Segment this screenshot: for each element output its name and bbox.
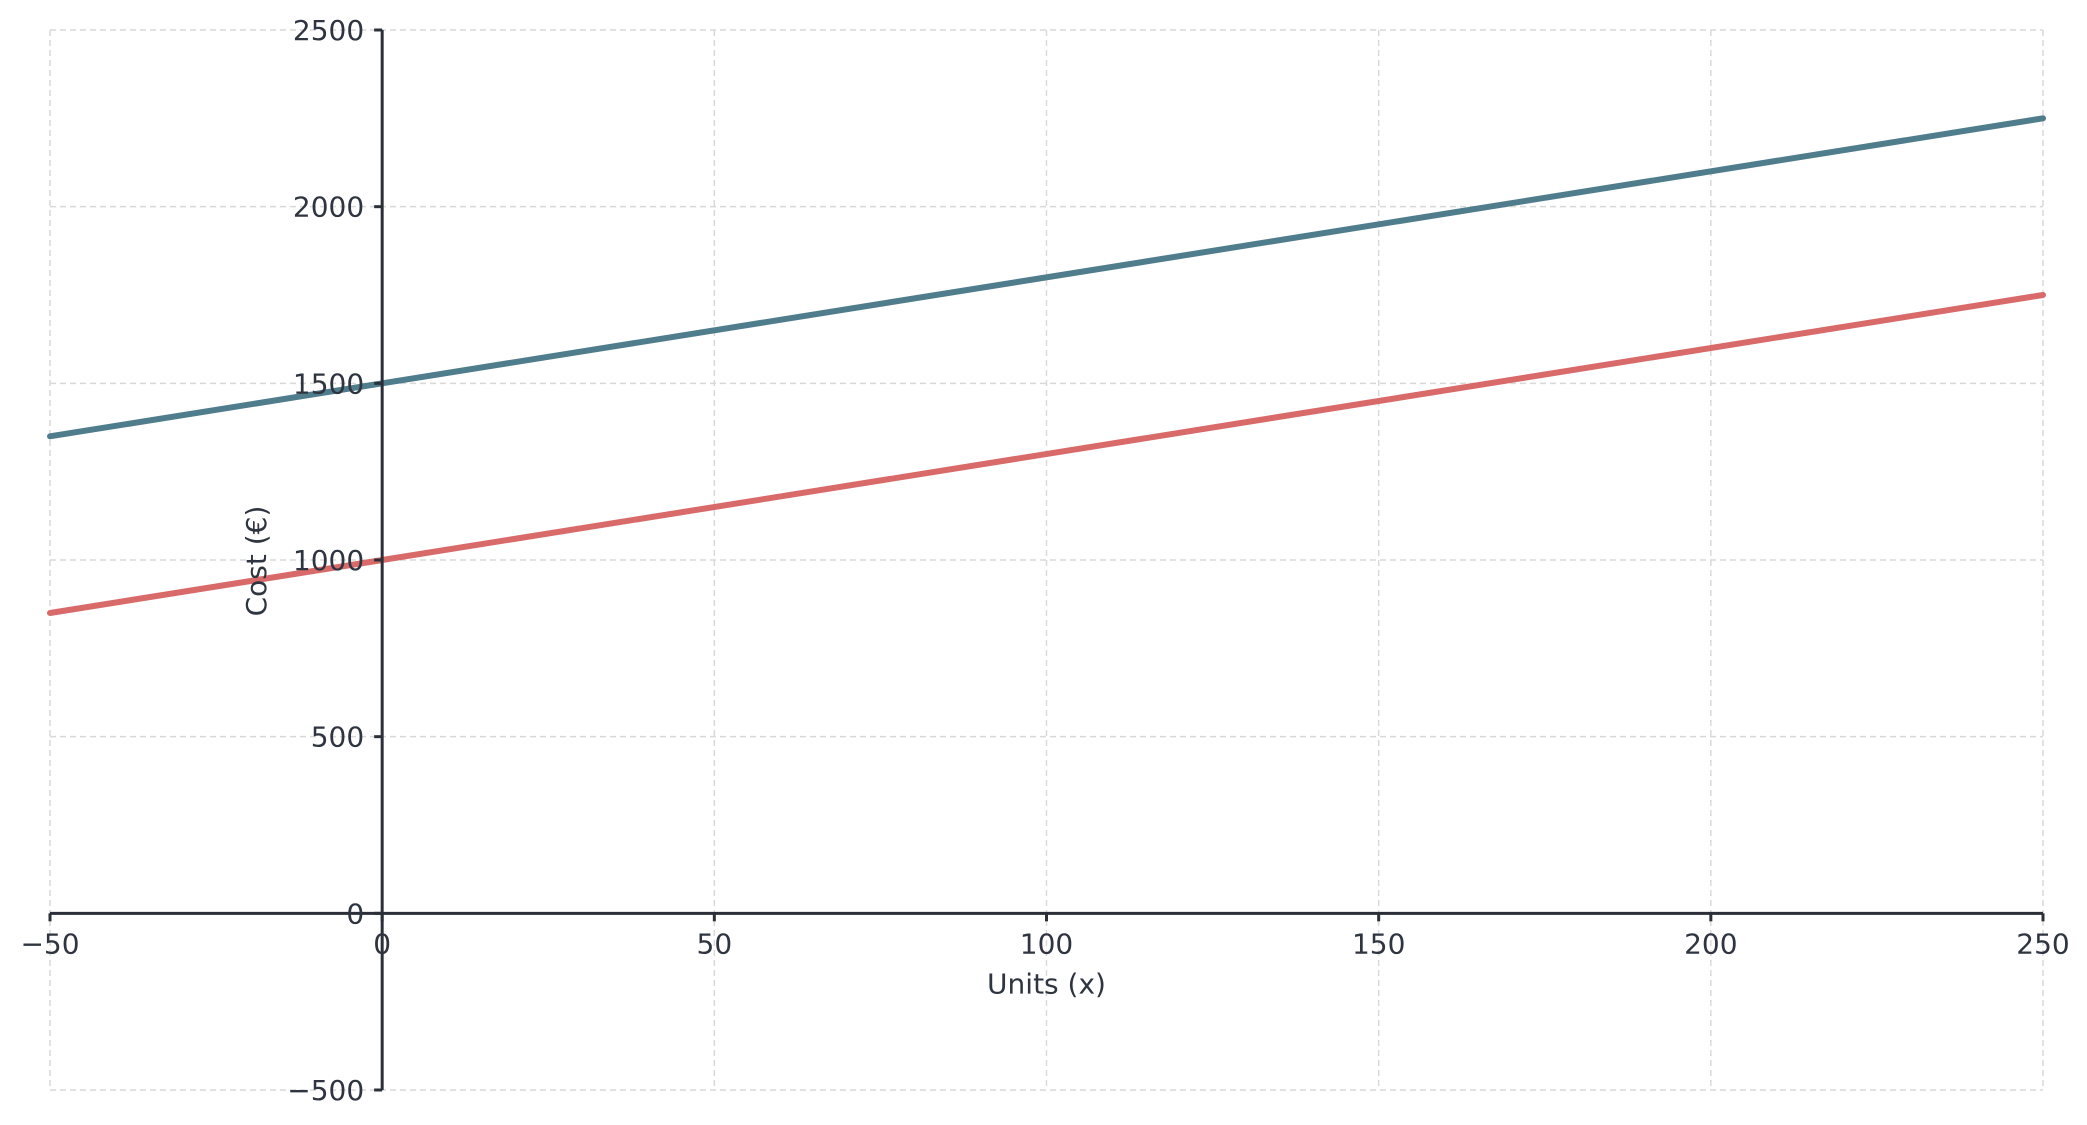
y-tick-label: 1500: [293, 367, 364, 400]
x-tick-label: 150: [1352, 927, 1405, 960]
x-tick-label: 50: [697, 927, 733, 960]
y-tick-label: 500: [311, 721, 364, 754]
tick-labels: −50 0 50 100 150 200 250−500050010001500200025…: [20, 14, 2069, 1107]
axes: [48, 28, 2045, 1092]
y-tick-label: 2000: [293, 191, 364, 224]
y-tick-label: 1000: [293, 544, 364, 577]
y-tick-label: 0: [346, 897, 364, 930]
x-tick-label: −50: [20, 927, 79, 960]
x-tick-label: 250: [2016, 927, 2069, 960]
y-tick-label: 2500: [293, 14, 364, 47]
x-axis-label: Units (x): [987, 967, 1106, 1000]
x-tick-label: 0: [373, 927, 391, 960]
x-tick-label: 100: [1020, 927, 1073, 960]
y-axis-label: Cost (€): [240, 506, 273, 617]
x-tick-label: 200: [1684, 927, 1737, 960]
y-tick-label: −500: [287, 1074, 364, 1107]
